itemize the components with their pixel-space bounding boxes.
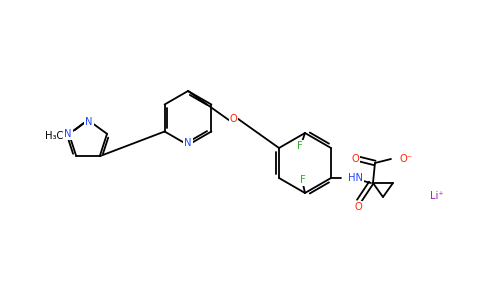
Text: Li⁺: Li⁺ bbox=[430, 191, 444, 201]
Text: F: F bbox=[297, 141, 303, 151]
Text: N: N bbox=[184, 138, 192, 148]
Text: H₃C: H₃C bbox=[45, 131, 63, 141]
Text: O⁻: O⁻ bbox=[400, 154, 413, 164]
Text: N: N bbox=[85, 117, 93, 127]
Text: O: O bbox=[351, 154, 359, 164]
Text: O: O bbox=[229, 115, 237, 124]
Text: O: O bbox=[354, 202, 362, 212]
Text: F: F bbox=[300, 175, 306, 185]
Text: HN: HN bbox=[348, 173, 363, 183]
Text: N: N bbox=[64, 129, 72, 139]
